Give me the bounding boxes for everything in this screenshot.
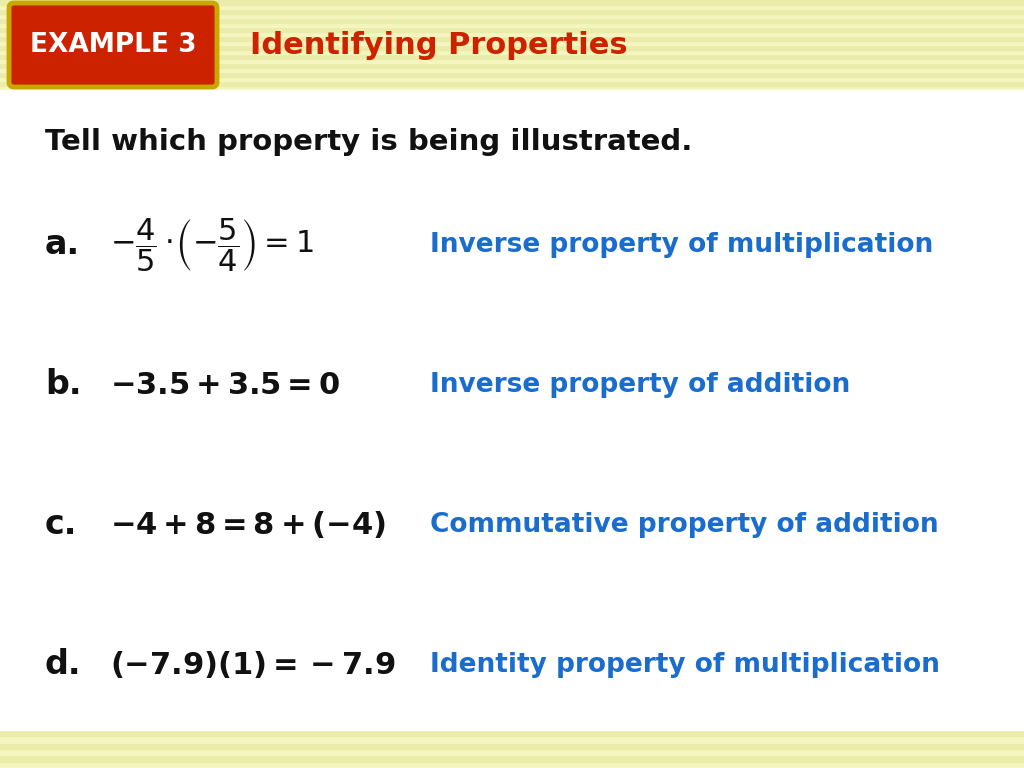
Text: Commutative property of addition: Commutative property of addition	[430, 512, 939, 538]
Text: c.: c.	[45, 508, 78, 541]
Bar	[0, 27, 1024, 31]
Bar	[0, 77, 1024, 81]
Bar	[0, 31, 1024, 36]
Bar	[0, 730, 1024, 737]
Bar	[0, 68, 1024, 72]
Bar	[0, 737, 1024, 743]
Bar	[0, 18, 1024, 22]
Bar	[0, 81, 1024, 85]
Text: d.: d.	[45, 648, 82, 681]
Text: EXAMPLE 3: EXAMPLE 3	[30, 32, 197, 58]
Bar	[0, 762, 1024, 768]
Text: $\mathbf{(-7.9)(1) = -7.9}$: $\mathbf{(-7.9)(1) = -7.9}$	[110, 650, 395, 680]
Text: b.: b.	[45, 369, 82, 402]
Text: Identifying Properties: Identifying Properties	[250, 31, 628, 59]
Text: Inverse property of addition: Inverse property of addition	[430, 372, 850, 398]
Bar	[0, 756, 1024, 762]
Bar	[0, 41, 1024, 45]
Bar	[0, 749, 1024, 756]
Bar	[0, 63, 1024, 68]
Bar	[0, 5, 1024, 9]
Bar	[0, 54, 1024, 58]
Bar	[0, 58, 1024, 63]
Text: a.: a.	[45, 229, 80, 261]
Bar	[0, 0, 1024, 5]
Bar	[0, 22, 1024, 27]
Bar	[0, 85, 1024, 90]
Bar	[0, 72, 1024, 77]
Bar	[0, 45, 1024, 49]
FancyBboxPatch shape	[9, 3, 217, 87]
Bar	[0, 14, 1024, 18]
Text: $\mathbf{-4 + 8 = 8 + (-4)}$: $\mathbf{-4 + 8 = 8 + (-4)}$	[110, 509, 386, 541]
Text: Tell which property is being illustrated.: Tell which property is being illustrated…	[45, 128, 692, 156]
Text: Identity property of multiplication: Identity property of multiplication	[430, 652, 940, 678]
Bar	[0, 9, 1024, 14]
Bar	[0, 743, 1024, 749]
Bar	[0, 49, 1024, 54]
Text: $\mathbf{-3.5 + 3.5 = 0}$: $\mathbf{-3.5 + 3.5 = 0}$	[110, 370, 340, 399]
Text: Inverse property of multiplication: Inverse property of multiplication	[430, 232, 933, 258]
Bar	[0, 90, 1024, 730]
Bar	[0, 36, 1024, 41]
Text: $-\dfrac{4}{5}\cdot\!\left(-\dfrac{5}{4}\right) = 1$: $-\dfrac{4}{5}\cdot\!\left(-\dfrac{5}{4}…	[110, 217, 314, 273]
